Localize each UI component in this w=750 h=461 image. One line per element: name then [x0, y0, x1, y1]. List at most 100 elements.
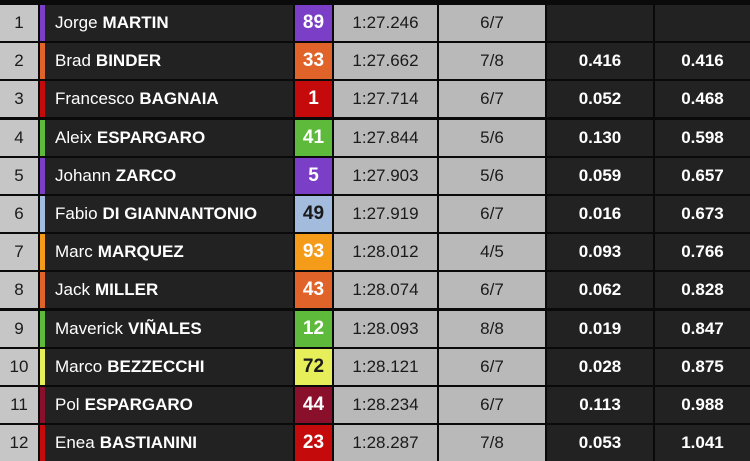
rider-number: 89	[295, 5, 332, 41]
rider-name: Francesco BAGNAIA	[45, 81, 293, 118]
gap: 0.093	[547, 234, 653, 271]
gap: 0.019	[547, 310, 653, 347]
position: 1	[0, 5, 38, 41]
gap: 0.016	[547, 196, 653, 232]
gap: 0.062	[547, 272, 653, 309]
gap-to-first: 0.875	[655, 348, 750, 385]
first-name: Johann	[55, 165, 111, 185]
last-name: BINDER	[95, 51, 162, 71]
team-stripe	[40, 387, 45, 423]
rider-name: Marc MARQUEZ	[45, 234, 293, 271]
rider-number: 72	[295, 348, 332, 385]
laps: 6/7	[439, 5, 545, 41]
position: 2	[0, 43, 38, 80]
last-name: VIÑALES	[128, 318, 202, 338]
laps: 6/7	[439, 348, 545, 385]
lap-time: 1:28.287	[334, 425, 437, 461]
first-name: Brad	[55, 51, 91, 71]
laps: 5/6	[439, 119, 545, 156]
rider-number: 33	[295, 43, 332, 80]
position: 12	[0, 425, 38, 461]
gap: 0.028	[547, 348, 653, 385]
position: 11	[0, 387, 38, 423]
laps: 7/8	[439, 43, 545, 80]
gap: 0.059	[547, 157, 653, 194]
rider-name: Fabio DI GIANNANTONIO	[45, 196, 293, 232]
team-stripe	[40, 43, 45, 80]
first-name: Marco	[55, 356, 103, 376]
team-stripe	[40, 119, 45, 156]
team-stripe	[40, 348, 45, 385]
gap-to-first: 0.657	[655, 157, 750, 194]
last-name: ZARCO	[115, 165, 177, 185]
last-name: DI GIANNANTONIO	[102, 204, 258, 223]
position: 4	[0, 119, 38, 156]
gap-to-first: 0.766	[655, 234, 750, 271]
gap-to-first: 0.416	[655, 43, 750, 80]
first-name: Fabio	[55, 204, 98, 223]
rider-number: 1	[295, 81, 332, 118]
lap-time: 1:27.246	[334, 5, 437, 41]
lap-time: 1:27.844	[334, 119, 437, 156]
rider-number: 41	[295, 119, 332, 156]
gap: 0.130	[547, 119, 653, 156]
rider-number: 49	[295, 196, 332, 232]
rider-name: Marco BEZZECCHI	[45, 348, 293, 385]
laps: 4/5	[439, 234, 545, 271]
gap: 0.052	[547, 81, 653, 118]
first-name: Enea	[55, 433, 95, 453]
lap-time: 1:28.121	[334, 348, 437, 385]
first-name: Marc	[55, 242, 93, 262]
last-name: BASTIANINI	[99, 433, 197, 453]
team-stripe	[40, 5, 45, 41]
laps: 6/7	[439, 387, 545, 423]
position: 3	[0, 81, 38, 118]
laps: 7/8	[439, 425, 545, 461]
laps: 6/7	[439, 196, 545, 232]
position: 5	[0, 157, 38, 194]
first-name: Aleix	[55, 127, 92, 147]
gap: 0.416	[547, 43, 653, 80]
gap-to-first: 0.673	[655, 196, 750, 232]
team-stripe	[40, 81, 45, 118]
rider-number: 5	[295, 157, 332, 194]
lap-time: 1:27.903	[334, 157, 437, 194]
first-name: Jorge	[55, 13, 98, 32]
lap-time: 1:28.234	[334, 387, 437, 423]
gap: 0.113	[547, 387, 653, 423]
rider-name: Pol ESPARGARO	[45, 387, 293, 423]
first-name: Pol	[55, 395, 80, 414]
laps: 6/7	[439, 81, 545, 118]
last-name: BAGNAIA	[139, 89, 219, 109]
rider-number: 43	[295, 272, 332, 309]
gap-to-first: 0.598	[655, 119, 750, 156]
gap-to-first: 0.468	[655, 81, 750, 118]
gap-to-first	[655, 5, 750, 41]
rider-name: Jack MILLER	[45, 272, 293, 309]
lap-time: 1:27.919	[334, 196, 437, 232]
position: 9	[0, 310, 38, 347]
lap-time: 1:27.662	[334, 43, 437, 80]
rider-name: Johann ZARCO	[45, 157, 293, 194]
lap-time: 1:27.714	[334, 81, 437, 118]
first-name: Maverick	[55, 318, 124, 338]
position: 10	[0, 348, 38, 385]
lap-time: 1:28.074	[334, 272, 437, 309]
laps: 6/7	[439, 272, 545, 309]
first-name: Francesco	[55, 89, 135, 109]
rider-name: Aleix ESPARGARO	[45, 119, 293, 156]
gap-to-first: 0.828	[655, 272, 750, 309]
lap-time: 1:28.012	[334, 234, 437, 271]
rider-name: Enea BASTIANINI	[45, 425, 293, 461]
last-name: BEZZECCHI	[107, 356, 205, 376]
laps: 8/8	[439, 310, 545, 347]
team-stripe	[40, 157, 45, 194]
last-name: MILLER	[94, 280, 159, 300]
last-name: ESPARGARO	[84, 395, 193, 414]
laps: 5/6	[439, 157, 545, 194]
rider-number: 23	[295, 425, 332, 461]
last-name: ESPARGARO	[96, 127, 206, 147]
rider-number: 44	[295, 387, 332, 423]
rider-name: Brad BINDER	[45, 43, 293, 80]
